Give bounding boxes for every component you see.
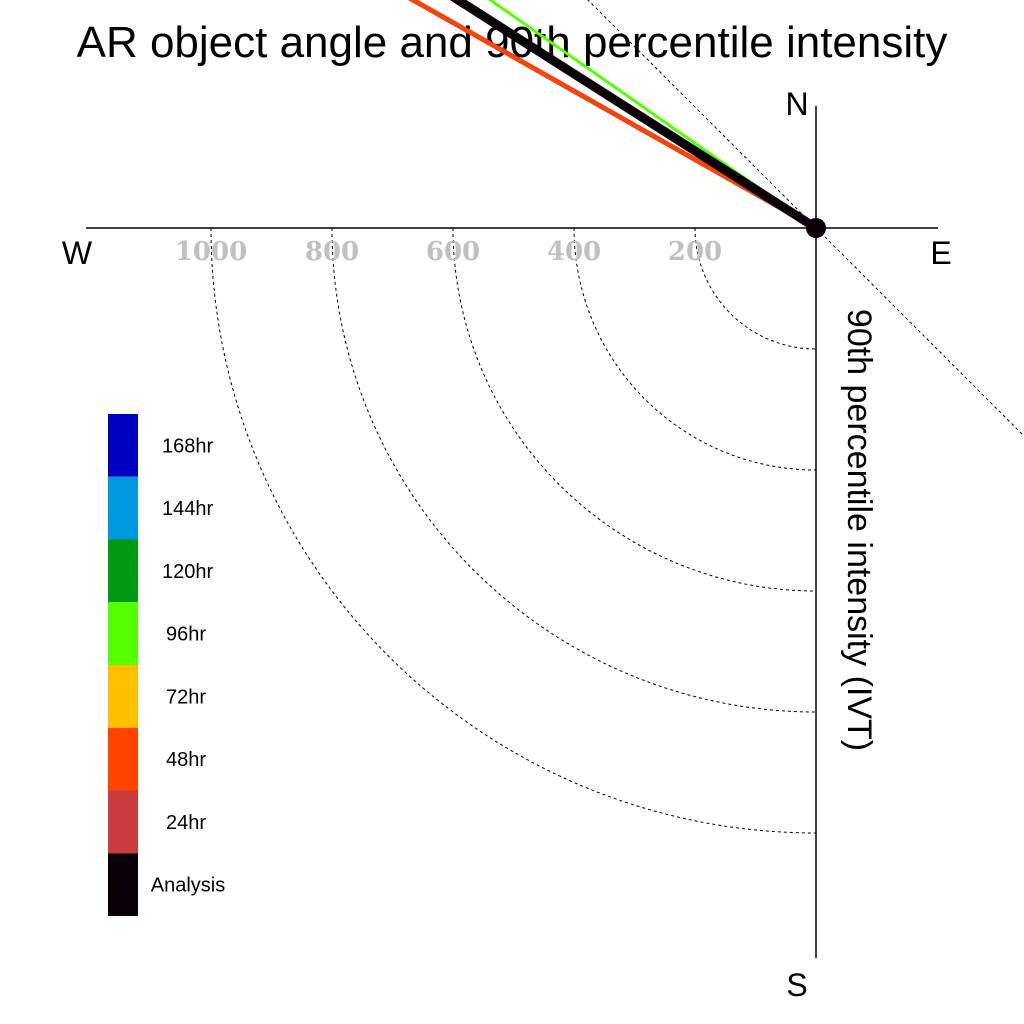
radial-tick-labels: 200 400 600 800 1000	[175, 237, 722, 267]
range-ring-200	[694, 227, 817, 350]
origin-marker	[806, 218, 826, 238]
range-ring-800	[331, 227, 817, 713]
legend-label-120hr: 120hr	[162, 561, 213, 583]
reference-angle-line	[587, 0, 1024, 437]
legend-swatch-120hr	[108, 539, 138, 603]
legend-swatch-48hr	[108, 727, 138, 791]
radial-tick-600: 600	[426, 237, 480, 267]
radial-tick-800: 800	[305, 237, 359, 267]
legend-label-analysis: Analysis	[151, 875, 225, 897]
legend-swatch-24hr	[108, 790, 138, 854]
y-axis-label: 90th percentile intensity (IVT)	[840, 309, 878, 751]
legend-swatch-96hr	[108, 602, 138, 665]
legend-swatch-72hr	[108, 665, 138, 728]
vector-analysis	[449, 0, 821, 233]
vector-48hr	[408, 0, 818, 230]
legend-label-168hr: 168hr	[162, 435, 213, 457]
legend-label-72hr: 72hr	[166, 686, 206, 708]
compass-west-label: W	[62, 235, 93, 271]
series-vectors	[407, 0, 821, 233]
legend: 168hr 144hr 120hr 96hr 72hr 48hr 24hr Analysis	[108, 414, 225, 916]
legend-label-24hr: 24hr	[166, 812, 206, 834]
compass-south-label: S	[786, 967, 807, 1003]
legend-label-96hr: 96hr	[166, 624, 206, 646]
legend-swatch-168hr	[108, 414, 138, 477]
legend-label-48hr: 48hr	[166, 749, 206, 771]
legend-label-144hr: 144hr	[162, 498, 213, 520]
legend-swatch-144hr	[108, 476, 138, 540]
radial-tick-400: 400	[547, 237, 601, 267]
radial-tick-200: 200	[668, 237, 722, 267]
range-ring-600	[452, 227, 817, 592]
radial-tick-1000: 1000	[175, 237, 247, 267]
range-ring-400	[573, 227, 817, 471]
chart-title: AR object angle and 90th percentile inte…	[77, 18, 948, 67]
polar-grid	[210, 0, 1024, 834]
legend-swatch-analysis	[108, 853, 138, 916]
range-ring-1000	[210, 227, 817, 834]
compass-east-label: E	[930, 235, 951, 271]
compass-north-label: N	[785, 86, 808, 122]
